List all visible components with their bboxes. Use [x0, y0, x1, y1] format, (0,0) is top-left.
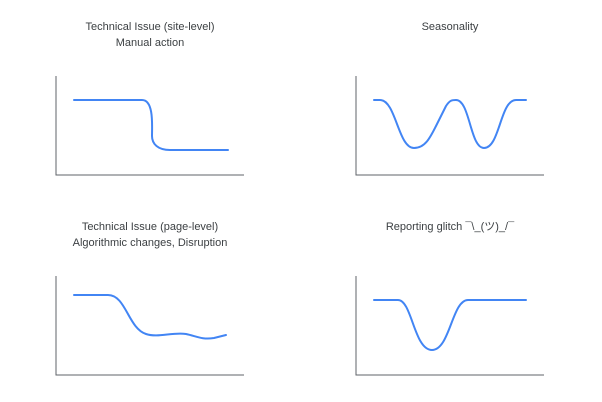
trend-line [373, 299, 527, 351]
panel-title: Reporting glitch ¯\_(ツ)_/¯ [330, 219, 570, 235]
panel-seasonality: Seasonality [330, 0, 570, 195]
trend-line [373, 99, 527, 149]
panel-title: Technical Issue (page-level) Algorithmic… [30, 219, 270, 251]
panel-title-text: Seasonality [421, 21, 479, 33]
panel-title-text: Technical Issue (site-level) [85, 21, 215, 33]
panel-diagram [55, 76, 244, 176]
axes-lines [355, 276, 544, 376]
panel-title-text: Reporting glitch ¯\_(ツ)_/¯ [385, 221, 515, 233]
panel-diagram [355, 276, 544, 376]
trend-line [73, 294, 227, 340]
axes-lines [55, 276, 244, 376]
panel-title-text: Technical Issue (page-level) [81, 221, 219, 233]
panel-title: Technical Issue (site-level) Manual acti… [30, 19, 270, 51]
panel-diagram [355, 76, 544, 176]
panel-subtitle-text: Algorithmic changes, Disruption [72, 237, 228, 249]
panel-title: Seasonality [330, 19, 570, 35]
panel-diagram [55, 276, 244, 376]
panel-subtitle-text: Manual action [115, 37, 185, 49]
panel-page-level-issue: Technical Issue (page-level) Algorithmic… [30, 200, 270, 395]
axes-lines [355, 76, 544, 176]
panel-site-level-issue: Technical Issue (site-level) Manual acti… [30, 0, 270, 195]
panel-reporting-glitch: Reporting glitch ¯\_(ツ)_/¯ [330, 200, 570, 395]
axes-lines [55, 76, 244, 176]
trend-line [73, 99, 229, 151]
